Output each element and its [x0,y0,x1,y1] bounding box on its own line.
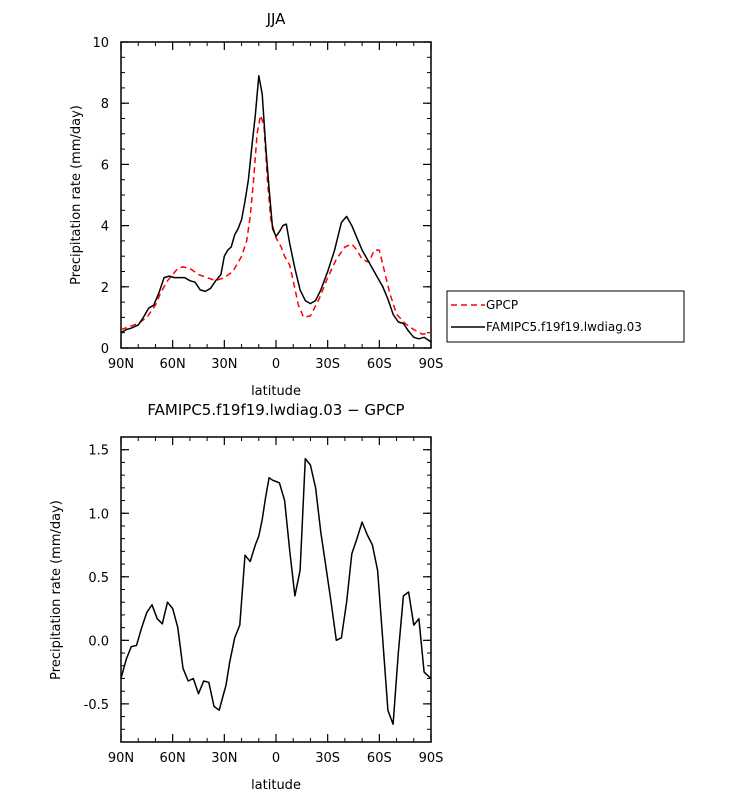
chart-jja-frame [120,41,432,349]
chart-diff-x-tick-label: 60S [367,751,392,766]
chart-jja-x-tick-label: 0 [272,357,280,372]
chart-diff-series-line-0 [120,457,432,725]
chart-jja-series-line-1 [120,74,432,343]
chart-diff-x-tick-label: 0 [272,751,280,766]
chart-diff: FAMIPC5.f19f19.lwdiag.03 − GPCP 90N 60N 30… [49,401,443,793]
chart-diff-series [120,457,432,725]
chart-diff-title: FAMIPC5.f19f19.lwdiag.03 − GPCP [147,401,404,419]
chart-jja-y-tick-label: 4 [101,220,109,235]
chart-diff-y-tick-label: 0.0 [88,634,109,649]
chart-jja-title: JJA [266,10,287,28]
legend-label-gpcp: GPCP [486,298,518,312]
legend-box [446,290,685,343]
chart-diff-y-tick-label: -0.5 [84,698,109,713]
chart-jja-y-tick-label: 6 [101,158,109,173]
chart-jja-y-tick-label: 0 [101,342,109,357]
chart-diff-x-tick-label: 30N [211,751,237,766]
chart-diff-x-axis-title: latitude [251,778,301,793]
chart-jja-y-tick-label: 8 [101,97,109,112]
legend-label-famipc5: FAMIPC5.f19f19.lwdiag.03 [486,320,642,334]
chart-jja-ticks: 90N 60N 30N 0 30S 60S 90S 0 2 4 6 8 10 [92,36,443,372]
chart-jja-x-tick-label: 60S [367,357,392,372]
chart-jja-x-tick-label: 30N [211,357,237,372]
chart-jja-x-tick-label: 90N [108,357,134,372]
chart-diff-x-tick-label: 90S [419,751,444,766]
chart-diff-x-tick-label: 60N [160,751,186,766]
chart-jja-y-axis-title: Precipitation rate (mm/day) [69,105,84,285]
chart-jja-series-line-0 [120,114,432,335]
chart-jja-x-tick-label: 90S [419,357,444,372]
chart-diff-y-tick-label: 0.5 [88,571,109,586]
chart-diff-y-tick-label: 1.0 [88,507,109,522]
chart-jja-x-tick-label: 30S [315,357,340,372]
chart-jja-y-tick-label: 2 [101,281,109,296]
chart-diff-x-tick-label: 30S [315,751,340,766]
chart-diff-frame [120,436,432,743]
chart-diff-y-axis-title: Precipitation rate (mm/day) [49,500,64,680]
chart-jja-series [120,74,432,343]
legend: GPCP FAMIPC5.f19f19.lwdiag.03 [446,290,685,343]
chart-diff-y-tick-label: 1.5 [88,444,109,459]
chart-jja-x-axis-title: latitude [251,384,301,399]
chart-diff-ticks: 90N 60N 30N 0 30S 60S 90S -0.5 0.0 0.5 1.0 1.5 [84,436,444,766]
chart-jja-x-tick-label: 60N [160,357,186,372]
chart-jja-y-tick-label: 10 [92,36,109,51]
chart-diff-x-tick-label: 90N [108,751,134,766]
